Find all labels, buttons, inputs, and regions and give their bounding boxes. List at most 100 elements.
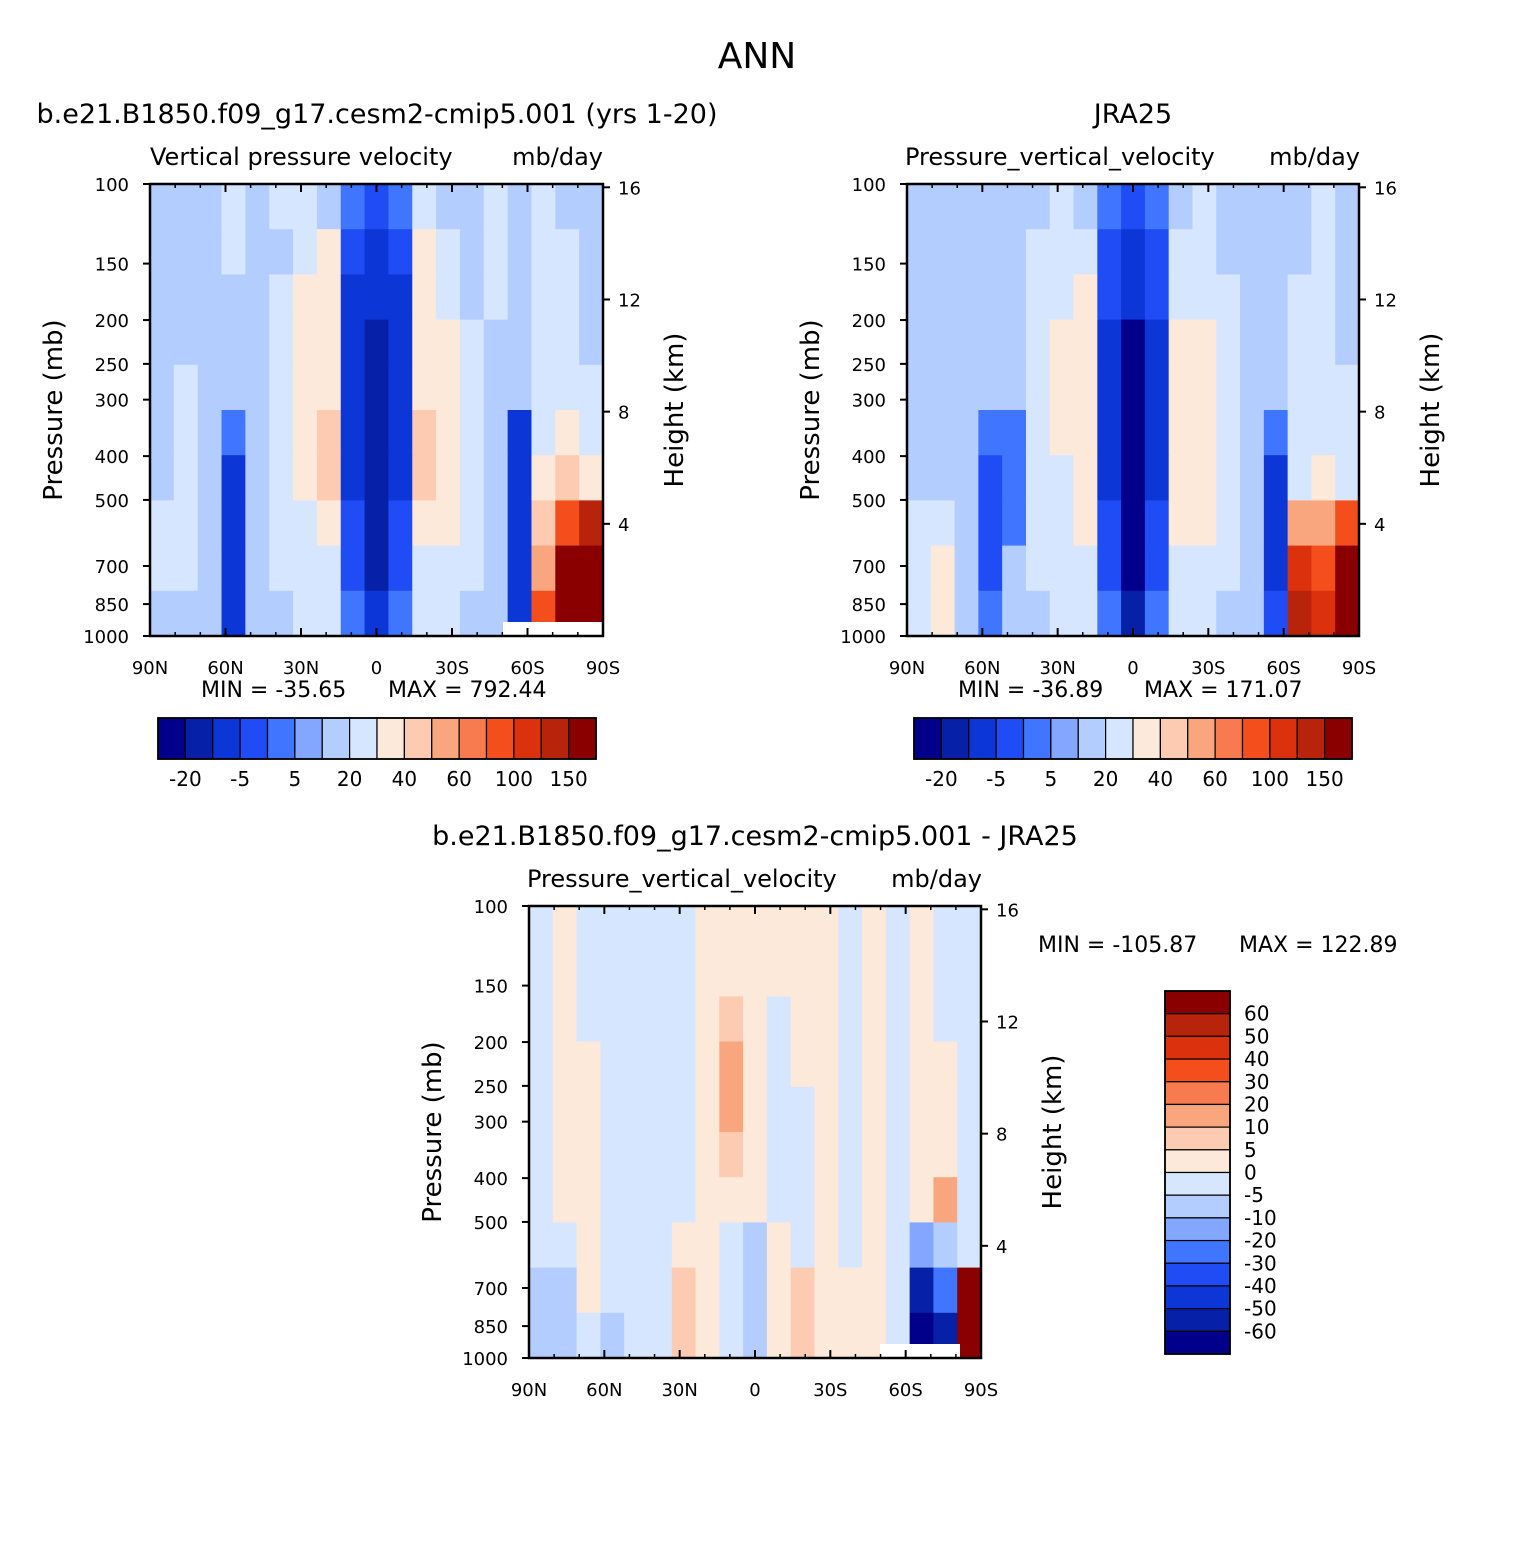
field-cell-p0-r5-c11 (412, 410, 437, 456)
field-cell-p1-r4-c9 (1121, 364, 1146, 411)
field-cell-p2-r6-c16 (909, 1177, 935, 1223)
field-cell-p2-r1-c9 (743, 951, 768, 997)
field-cell-p1-r1-c13 (1216, 229, 1241, 275)
panel-obs-case-title: JRA25 (1092, 99, 1172, 130)
field-cell-p1-r6-c15 (1263, 455, 1289, 501)
field-cell-p2-r9-c8 (719, 1312, 744, 1358)
colorbar-box (1214, 717, 1244, 760)
field-cell-p1-r9-c18 (1335, 590, 1359, 636)
field-cell-p0-r9-c7 (316, 590, 342, 636)
pressure-tick-label: 1000 (83, 627, 129, 648)
panel-obs-max: MAX = 171.07 (1144, 678, 1303, 703)
pressure-tick-label: 250 (474, 1077, 508, 1098)
field-cell-p0-r4-c8 (340, 364, 366, 411)
field-cell-p2-r7-c2 (576, 1222, 601, 1269)
panel-model-case-title: b.e21.B1850.f09_g17.cesm2-cmip5.001 (yrs… (36, 99, 717, 130)
field-cell-p2-r6-c18 (957, 1177, 981, 1223)
field-cell-p0-r3-c8 (340, 319, 366, 366)
field-cell-p0-r0-c0 (150, 184, 175, 230)
field-cell-p2-r7-c10 (766, 1222, 792, 1269)
field-cell-p0-r5-c2 (197, 410, 223, 456)
field-cell-p0-r3-c5 (269, 319, 294, 366)
field-cell-p2-r2-c12 (814, 996, 839, 1043)
pressure-tick-label: 150 (474, 977, 508, 998)
field-cell-p1-r0-c5 (1025, 184, 1051, 230)
field-cell-p1-r0-c18 (1335, 184, 1359, 230)
field-cell-p0-r6-c9 (364, 455, 390, 501)
colorbar-box (1164, 1262, 1231, 1287)
field-cell-p2-r2-c11 (790, 996, 816, 1043)
field-cell-p0-r8-c17 (555, 545, 580, 592)
field-cell-p1-r4-c7 (1073, 364, 1098, 411)
colorbar-box (1164, 1081, 1231, 1106)
colorbar-box (239, 717, 269, 760)
field-cell-p2-r8-c2 (576, 1267, 601, 1314)
field-cell-p0-r4-c9 (364, 364, 390, 411)
field-cell-p0-r6-c4 (245, 455, 270, 501)
field-cell-p2-r8-c11 (790, 1267, 816, 1314)
field-cell-p0-r2-c18 (579, 274, 603, 321)
panel-diff-plot-title: Pressure_vertical_velocity (527, 865, 837, 893)
field-cell-p2-r6-c7 (695, 1177, 720, 1223)
colorbar-box (1324, 717, 1353, 760)
field-cell-p1-r6-c17 (1311, 455, 1336, 501)
pressure-axis-label: Pressure (mb) (39, 319, 69, 500)
field-cell-p0-r1-c5 (269, 229, 294, 275)
height-tick-label: 12 (996, 1012, 1019, 1033)
field-cell-p2-r2-c8 (719, 996, 744, 1043)
field-cell-p0-r1-c7 (316, 229, 342, 275)
pressure-axis-label: Pressure (mb) (418, 1041, 448, 1222)
field-cell-p2-r2-c6 (671, 996, 697, 1043)
colorbar-label: -10 (1244, 1206, 1277, 1230)
field-cell-p2-r5-c3 (600, 1132, 625, 1178)
field-cell-p2-r5-c1 (552, 1132, 578, 1178)
field-cell-p0-r2-c9 (364, 274, 390, 321)
field-cell-p0-r2-c16 (531, 274, 556, 321)
field-cell-p1-r9-c1 (930, 590, 956, 636)
field-cell-p2-r2-c10 (766, 996, 792, 1043)
field-cell-p0-r2-c13 (459, 274, 485, 321)
field-cell-p1-r2-c15 (1263, 274, 1289, 321)
field-cell-p1-r5-c3 (978, 410, 1003, 456)
field-cell-p1-r1-c6 (1049, 229, 1075, 275)
field-cell-p0-r2-c12 (436, 274, 461, 321)
field-cell-p2-r5-c12 (814, 1132, 839, 1178)
colorbar-box (157, 717, 186, 760)
field-cell-p1-r7-c11 (1168, 500, 1194, 547)
field-cell-p1-r1-c5 (1025, 229, 1051, 275)
field-cell-p0-r5-c8 (340, 410, 366, 456)
pressure-tick-label: 400 (852, 447, 886, 468)
field-cell-p1-r3-c9 (1121, 319, 1146, 366)
field-cell-p2-r7-c14 (862, 1222, 887, 1269)
field-cell-p0-r4-c0 (150, 364, 175, 411)
field-cell-p1-r2-c9 (1121, 274, 1146, 321)
field-cell-p1-r8-c15 (1263, 545, 1289, 592)
field-cell-p1-r4-c1 (930, 364, 956, 411)
field-cell-p2-r2-c4 (624, 996, 649, 1043)
field-cell-p0-r5-c17 (555, 410, 580, 456)
field-cell-p0-r4-c1 (173, 364, 199, 411)
field-cell-p1-r9-c14 (1240, 590, 1265, 636)
field-cell-p0-r2-c15 (507, 274, 533, 321)
field-cell-p1-r6-c7 (1073, 455, 1098, 501)
colorbar-frame (913, 717, 1353, 760)
field-cell-p0-r3-c9 (364, 319, 390, 366)
field-cell-p0-r4-c14 (483, 364, 509, 411)
field-cell-p1-r8-c10 (1144, 545, 1170, 592)
field-cell-p0-r7-c5 (269, 500, 294, 547)
field-cell-p2-r3-c5 (647, 1041, 673, 1088)
colorbar-box (1077, 717, 1107, 760)
field-cell-p0-r6-c6 (293, 455, 318, 501)
field-cell-p0-r1-c1 (173, 229, 199, 275)
field-cell-p1-r7-c4 (1002, 500, 1027, 547)
field-cell-p2-r2-c15 (885, 996, 911, 1043)
field-cell-p1-r4-c14 (1240, 364, 1265, 411)
field-cell-p2-r6-c10 (766, 1177, 792, 1223)
field-cell-p1-r6-c9 (1121, 455, 1146, 501)
field-cell-p0-r8-c14 (483, 545, 509, 592)
field-cell-p1-r8-c9 (1121, 545, 1146, 592)
field-cell-p1-r7-c0 (907, 500, 932, 547)
field-cell-p2-r1-c2 (576, 951, 601, 997)
field-cell-p1-r3-c4 (1002, 319, 1027, 366)
colorbar-label: 50 (1244, 1024, 1269, 1048)
